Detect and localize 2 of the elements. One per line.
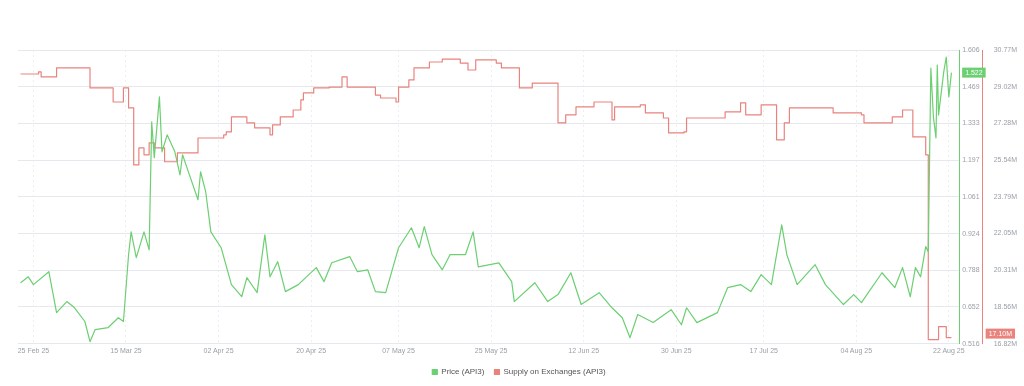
legend-label: Supply on Exchanges (API3) <box>503 367 607 377</box>
legend-label: Price (API3) <box>441 367 485 377</box>
